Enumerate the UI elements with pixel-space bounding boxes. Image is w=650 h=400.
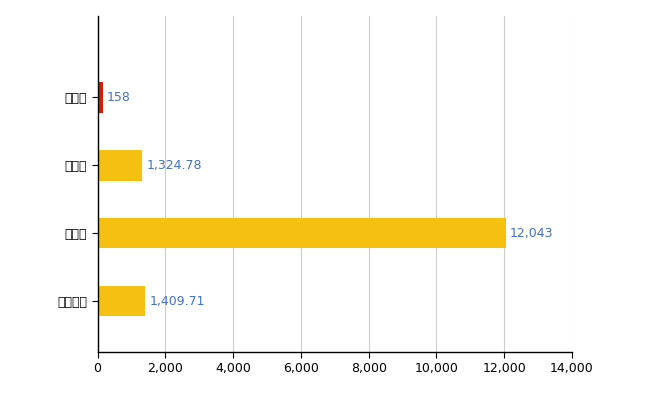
Text: 1,409.71: 1,409.71	[150, 294, 205, 308]
Text: 12,043: 12,043	[510, 227, 553, 240]
Bar	[98, 82, 103, 113]
Bar	[98, 218, 506, 248]
Bar	[98, 286, 146, 316]
Text: 1,324.78: 1,324.78	[146, 159, 202, 172]
Bar	[98, 150, 142, 181]
Text: 158: 158	[107, 91, 131, 104]
